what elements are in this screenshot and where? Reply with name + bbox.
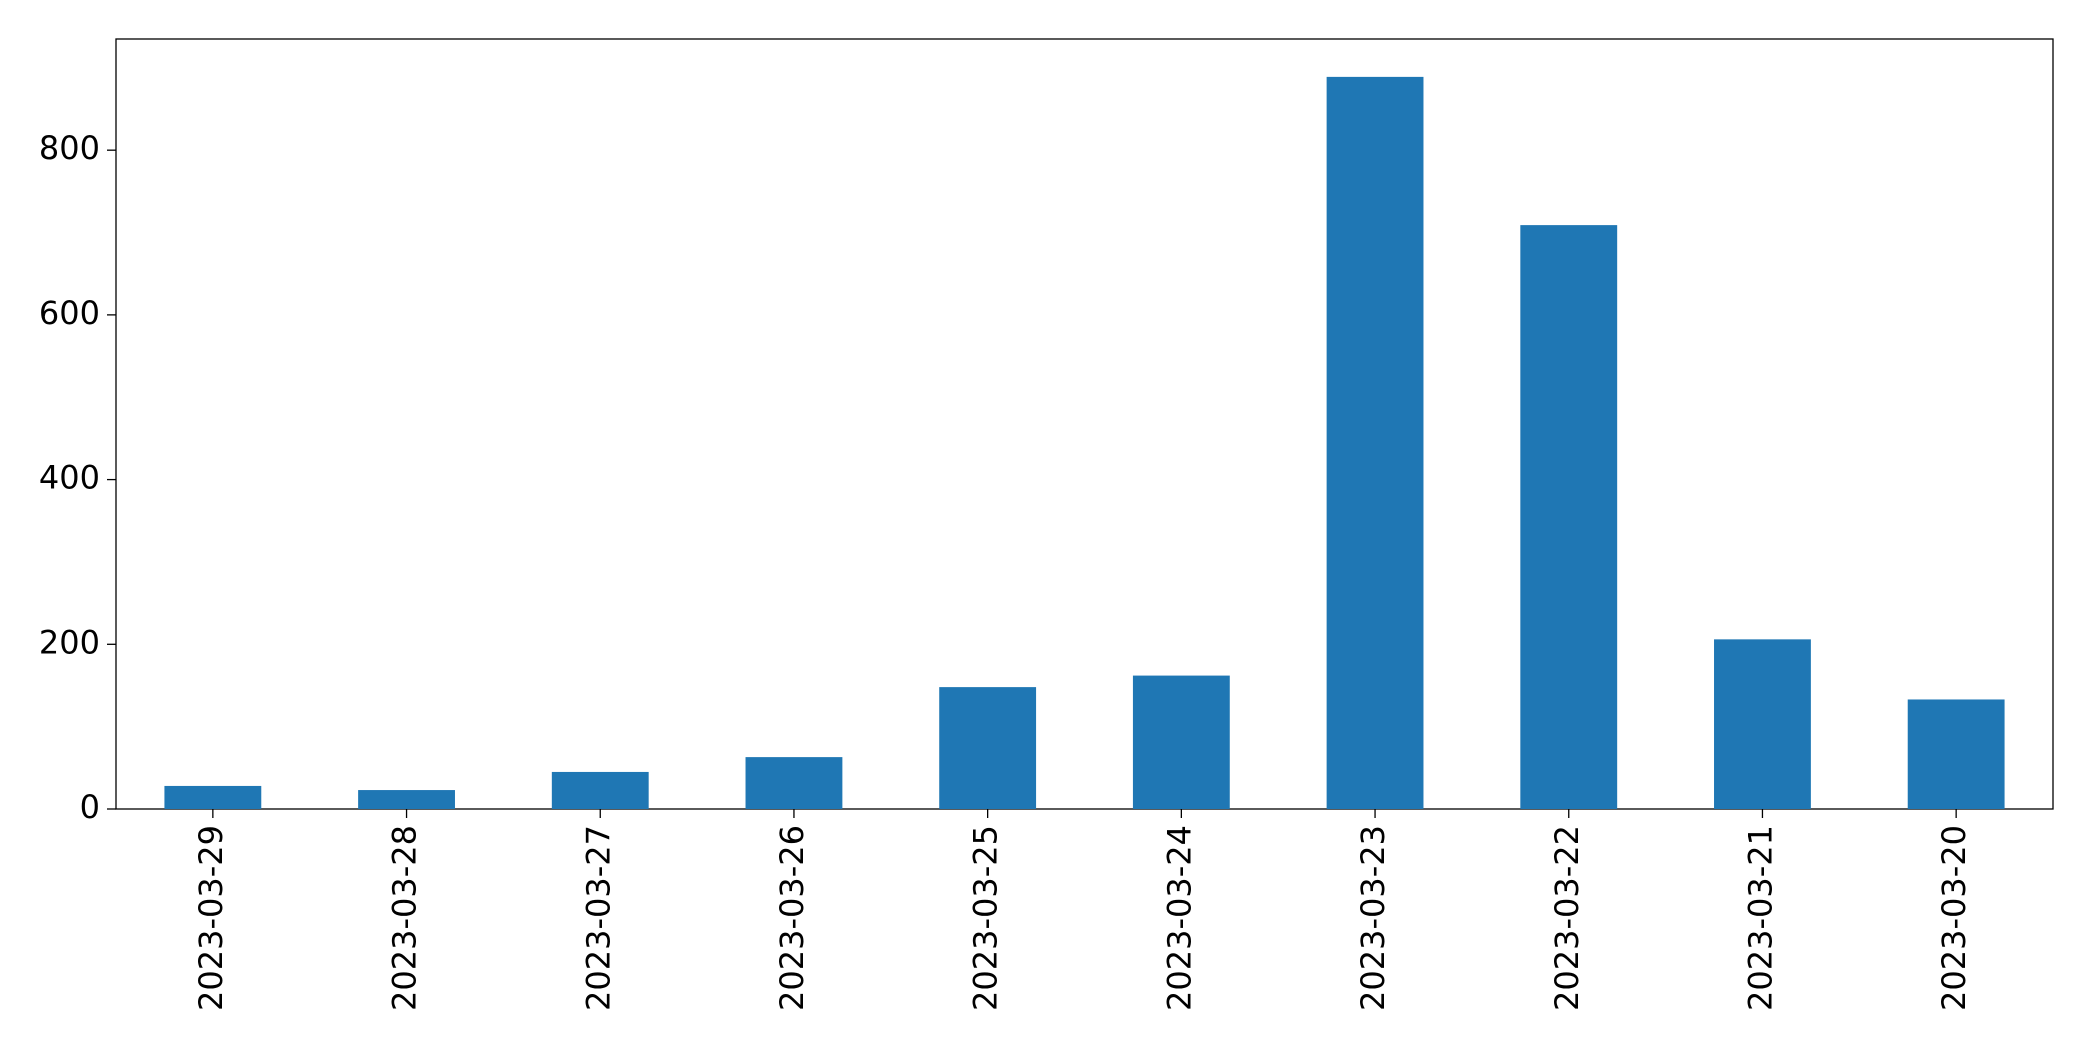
x-tick-label: 2023-03-29 [192, 825, 230, 1011]
x-tick-label: 2023-03-23 [1354, 825, 1392, 1011]
bar [1520, 225, 1618, 809]
y-tick-label: 200 [39, 623, 100, 661]
y-tick-label: 600 [39, 294, 100, 332]
y-tick-label: 0 [80, 788, 100, 826]
bar [1132, 675, 1230, 809]
bar [1714, 639, 1811, 809]
bar [1326, 76, 1424, 810]
bar [1907, 699, 2005, 809]
y-tick-label: 800 [39, 129, 100, 167]
x-tick-label: 2023-03-24 [1160, 825, 1198, 1011]
y-tick-label: 400 [39, 459, 100, 497]
bar [939, 687, 1037, 809]
bar [551, 771, 649, 809]
x-tick-label: 2023-03-27 [579, 825, 617, 1011]
bar [745, 757, 843, 809]
plot-frame [115, 38, 2054, 810]
x-tick-label: 2023-03-22 [1548, 825, 1586, 1011]
x-tick-label: 2023-03-25 [967, 825, 1005, 1011]
bar [164, 785, 262, 809]
x-tick-label: 2023-03-21 [1741, 825, 1779, 1011]
bar [358, 790, 455, 809]
x-tick-label: 2023-03-20 [1935, 825, 1973, 1011]
x-tick-label: 2023-03-26 [773, 825, 811, 1011]
x-tick-label: 2023-03-28 [386, 825, 424, 1011]
